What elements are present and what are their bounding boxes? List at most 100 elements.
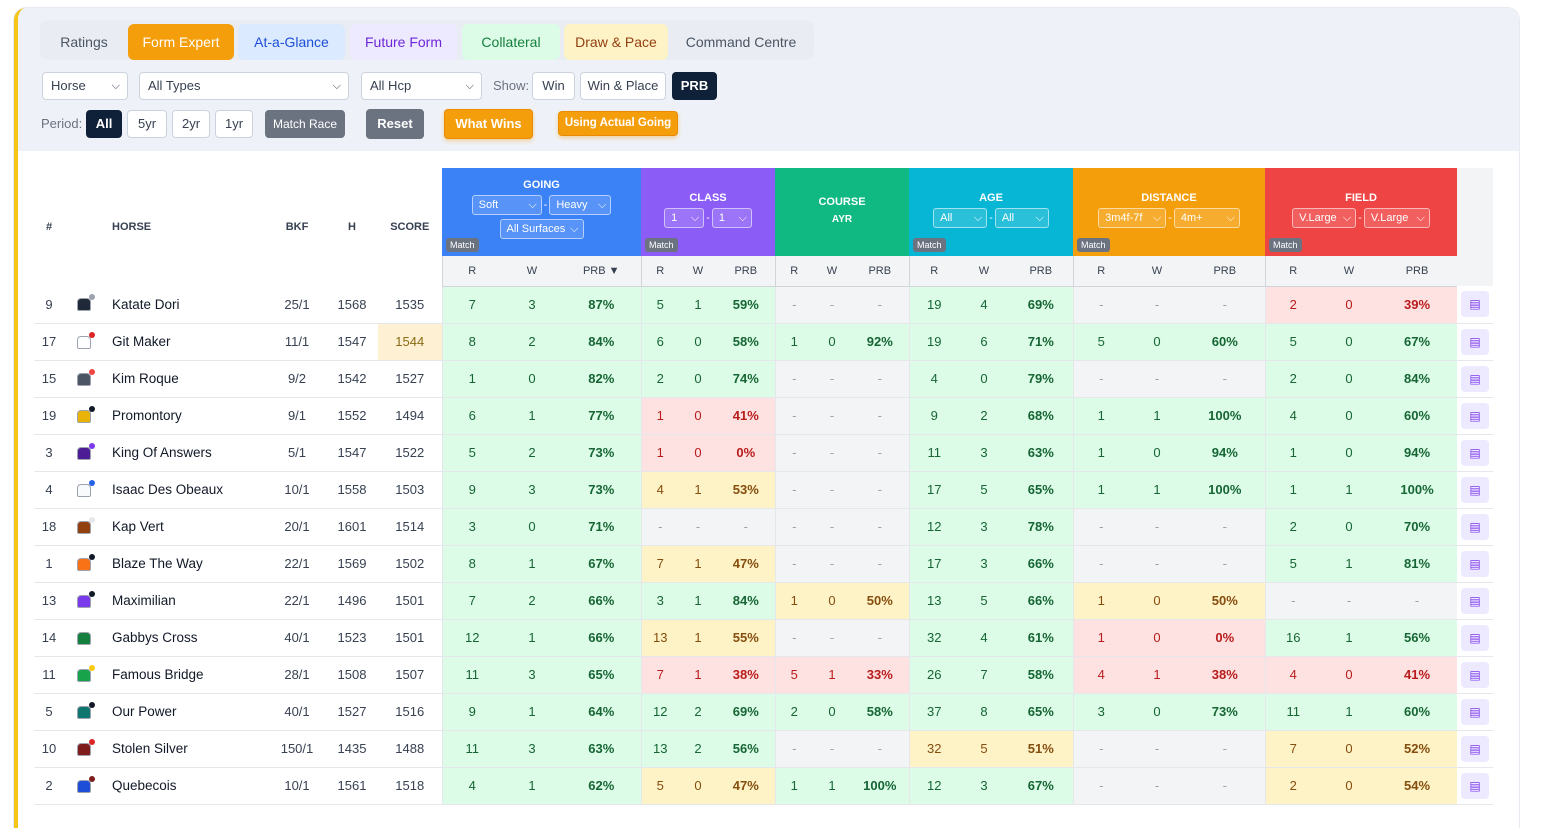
save-notes-icon[interactable]: ▤	[1461, 402, 1489, 429]
class-w-cell: 2	[679, 693, 717, 731]
score-value: 1535	[378, 286, 442, 324]
class-to-select[interactable]: 1 ⌵	[711, 208, 752, 228]
table-row[interactable]: 3 King Of Answers 5/1 1547 1522 5 2 73% 1 0 0% - - -1…	[34, 434, 1493, 472]
save-notes-icon[interactable]: ▤	[1461, 291, 1489, 318]
table-row[interactable]: 13 Maximilian 22/1 1496 1501 7 2 66% 3 1 84% 1 0 50% 1…	[34, 582, 1493, 620]
period-all-button[interactable]: All	[86, 110, 122, 138]
class-from-select[interactable]: 1 ⌵	[664, 208, 705, 228]
class-prb-header[interactable]: PRB	[717, 256, 775, 287]
save-notes-icon[interactable]: ▤	[1461, 476, 1489, 503]
table-row[interactable]: 11 Famous Bridge 28/1 1508 1507 11 3 65% 7 1 38% 5 1…	[34, 656, 1493, 694]
tab-future-form[interactable]: Future Form	[350, 24, 457, 60]
field-w-header[interactable]: W	[1321, 256, 1377, 287]
course-w-cell: 0	[813, 693, 851, 731]
tab-ratings[interactable]: Ratings	[44, 24, 124, 60]
going-r-cell: 8	[441, 323, 502, 361]
class-prb-cell: 41%	[717, 397, 775, 435]
surface-select[interactable]: All Surfaces ⌵	[499, 219, 584, 239]
table-row[interactable]: 15 Kim Roque 9/2 1542 1527 1 0 82% 2 0 74% - - -4 0 79%…	[34, 360, 1493, 398]
age-w-cell: 3	[959, 545, 1009, 583]
tab-at-a-glance[interactable]: At-a-Glance	[238, 24, 345, 60]
field-prb-header[interactable]: PRB	[1377, 256, 1457, 287]
show-win-place-button[interactable]: Win & Place	[580, 72, 666, 100]
col-num[interactable]: #	[45, 221, 53, 233]
course-r-header[interactable]: R	[774, 256, 813, 287]
save-notes-icon[interactable]: ▤	[1461, 698, 1489, 725]
table-row[interactable]: 2 Quebecois 10/1 1561 1518 4 1 62% 5 0 47% 1 1 100% 12…	[34, 767, 1493, 805]
tab-collateral[interactable]: Collateral	[462, 24, 560, 60]
save-notes-icon[interactable]: ▤	[1461, 624, 1489, 651]
save-notes-icon[interactable]: ▤	[1461, 735, 1489, 762]
age-r-header[interactable]: R	[908, 256, 959, 287]
using-actual-going-button[interactable]: Using Actual Going	[558, 111, 678, 136]
save-notes-icon[interactable]: ▤	[1461, 661, 1489, 688]
tab-draw-pace[interactable]: Draw & Pace	[564, 24, 668, 60]
period-5yr-button[interactable]: 5yr	[127, 110, 167, 138]
save-notes-icon[interactable]: ▤	[1461, 328, 1489, 355]
silk-cell	[64, 767, 104, 805]
table-row[interactable]: 1 Blaze The Way 22/1 1569 1502 8 1 67% 7 1 47% - - -1…	[34, 545, 1493, 583]
table-row[interactable]: 10 Stolen Silver 150/1 1435 1488 11 3 63% 13 2 56%…	[34, 730, 1493, 768]
table-row[interactable]: 17 Git Maker 11/1 1547 1544 8 2 84% 6 0 58% 1 0 92% 19…	[34, 323, 1493, 361]
table-row[interactable]: 4 Isaac Des Obeaux 10/1 1558 1503 9 3 73% 4 1 53% -…	[34, 471, 1493, 509]
distance-prb-header[interactable]: PRB	[1185, 256, 1265, 287]
tab-form-expert[interactable]: Form Expert	[128, 24, 234, 60]
table-row[interactable]: 5 Our Power 40/1 1527 1516 9 1 64% 12 2 69% 2 0 58% 37…	[34, 693, 1493, 731]
tab-command-centre[interactable]: Command Centre	[672, 24, 810, 60]
age-to-select[interactable]: All ⌵	[994, 208, 1049, 228]
going-prb-cell: 66%	[562, 582, 641, 620]
show-win-button[interactable]: Win	[532, 72, 575, 100]
age-match-tag[interactable]: Match	[913, 238, 946, 252]
class-match-tag[interactable]: Match	[645, 238, 678, 252]
types-select[interactable]: All Types ⌵	[139, 72, 349, 100]
field-to-select[interactable]: V.Large ⌵	[1363, 208, 1430, 228]
save-notes-icon[interactable]: ▤	[1461, 365, 1489, 392]
field-r-cell: 2	[1264, 360, 1321, 398]
save-notes-icon[interactable]: ▤	[1461, 772, 1489, 799]
col-horse[interactable]: HORSE	[112, 221, 152, 233]
col-score[interactable]: SCORE	[390, 221, 430, 233]
period-2yr-button[interactable]: 2yr	[172, 110, 210, 138]
save-notes-icon[interactable]: ▤	[1461, 550, 1489, 577]
distance-to-select[interactable]: 4m+ ⌵	[1173, 208, 1240, 228]
what-wins-button[interactable]: What Wins	[444, 109, 533, 139]
going-to-select[interactable]: Heavy ⌵	[549, 195, 612, 215]
table-row[interactable]: 19 Promontory 9/1 1552 1494 6 1 77% 1 0 41% - - -9 2 68…	[34, 397, 1493, 435]
class-prb-cell: -	[717, 508, 775, 546]
field-prb-cell: 100%	[1377, 471, 1457, 509]
col-bkf[interactable]: BKF	[285, 221, 309, 233]
going-prb-header[interactable]: PRB ▼	[562, 256, 641, 287]
course-prb-header[interactable]: PRB	[851, 256, 909, 287]
save-notes-icon[interactable]: ▤	[1461, 587, 1489, 614]
save-notes-icon[interactable]: ▤	[1461, 513, 1489, 540]
table-row[interactable]: 14 Gabbys Cross 40/1 1523 1501 12 1 66% 13 1 55% - -…	[34, 619, 1493, 657]
class-w-header[interactable]: W	[679, 256, 717, 287]
field-match-tag[interactable]: Match	[1269, 238, 1302, 252]
show-prb-button[interactable]: PRB	[672, 72, 717, 100]
table-row[interactable]: 9 Katate Dori 25/1 1568 1535 7 3 87% 5 1 59% - - -19 4…	[34, 286, 1493, 324]
going-from-select[interactable]: Soft ⌵	[471, 195, 542, 215]
going-r-header[interactable]: R	[441, 256, 502, 287]
distance-w-header[interactable]: W	[1129, 256, 1185, 287]
age-from-select[interactable]: All ⌵	[933, 208, 988, 228]
hcp-select[interactable]: All Hcp ⌵	[361, 72, 482, 100]
horse-select[interactable]: Horse ⌵	[42, 72, 128, 100]
class-r-header[interactable]: R	[640, 256, 679, 287]
distance-match-tag[interactable]: Match	[1077, 238, 1110, 252]
table-row[interactable]: 18 Kap Vert 20/1 1601 1514 3 0 71% - - - - - -12 3 78% -…	[34, 508, 1493, 546]
reset-button[interactable]: Reset	[366, 109, 424, 139]
age-w-header[interactable]: W	[959, 256, 1009, 287]
col-h[interactable]: H	[348, 221, 356, 233]
distance-r-header[interactable]: R	[1072, 256, 1129, 287]
going-w-header[interactable]: W	[502, 256, 562, 287]
match-race-button[interactable]: Match Race	[265, 110, 345, 138]
field-prb-cell: 39%	[1377, 286, 1457, 324]
period-1yr-button[interactable]: 1yr	[215, 110, 253, 138]
distance-from-select[interactable]: 3m4f-7f ⌵	[1098, 208, 1167, 228]
field-r-header[interactable]: R	[1264, 256, 1321, 287]
going-match-tag[interactable]: Match	[446, 238, 479, 252]
field-from-select[interactable]: V.Large ⌵	[1292, 208, 1357, 228]
age-prb-header[interactable]: PRB	[1009, 256, 1073, 287]
save-notes-icon[interactable]: ▤	[1461, 439, 1489, 466]
course-w-header[interactable]: W	[813, 256, 851, 287]
